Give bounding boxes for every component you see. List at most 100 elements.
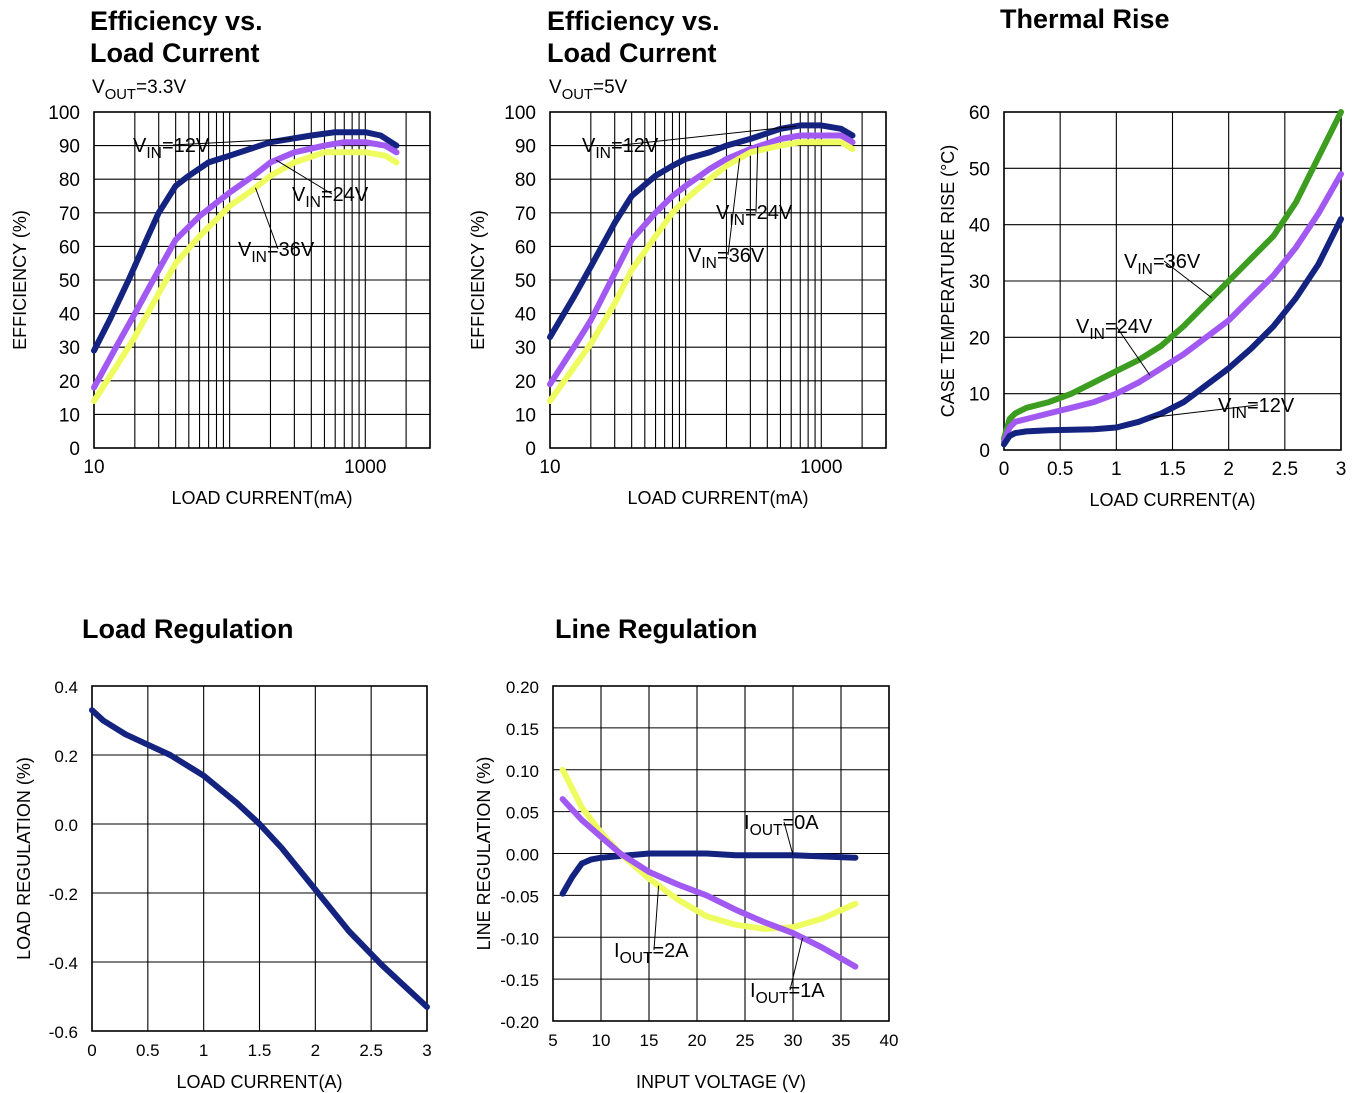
series-annotation: VIN=12V xyxy=(133,135,210,162)
chart-eff5: Efficiency vs.Load CurrentVOUT=5V0102030… xyxy=(468,6,887,508)
condition-label-rest: =3.3V xyxy=(136,77,187,98)
series-annotation: IOUT=0A xyxy=(744,812,819,839)
y-tick-label: 0.0 xyxy=(54,816,78,835)
series-annotation: VIN=36V xyxy=(1124,251,1201,278)
condition-label: VOUT=5V xyxy=(549,77,628,103)
series-line-1 xyxy=(559,766,859,932)
y-tick-label: 40 xyxy=(59,305,80,326)
grid xyxy=(93,111,431,449)
series-annotation-sub: IN xyxy=(146,145,162,162)
plot-frame xyxy=(1003,111,1342,451)
y-tick-label: 70 xyxy=(59,204,80,225)
series-annotation-sub: OUT xyxy=(750,822,783,839)
y-tick-label: 0.2 xyxy=(54,747,78,766)
y-tick-label: 0 xyxy=(979,441,990,462)
y-tick-label: 100 xyxy=(504,103,536,124)
series-line-0 xyxy=(547,122,856,341)
x-tick-label: 1.5 xyxy=(248,1041,272,1060)
x-tick-label: 0.5 xyxy=(1047,459,1073,480)
annotation-leader xyxy=(254,187,279,250)
x-tick-label: 40 xyxy=(880,1031,899,1050)
y-tick-label: 70 xyxy=(515,204,536,225)
series-annotation-main: V xyxy=(133,135,147,157)
x-tick-label: 1000 xyxy=(800,457,842,478)
series-annotation-rest: =36V xyxy=(267,239,315,261)
plot-frame xyxy=(552,685,890,1022)
x-tick-label: 25 xyxy=(736,1031,755,1050)
series-annotation: VIN=24V xyxy=(716,202,793,229)
y-tick-label: 50 xyxy=(969,159,990,180)
y-axis-label: LINE REGULATION (%) xyxy=(474,757,494,951)
y-axis-label: EFFICIENCY (%) xyxy=(468,210,488,350)
series-line-0 xyxy=(559,850,859,897)
y-axis-label: CASE TEMPERATURE RISE (°C) xyxy=(938,145,958,418)
series-annotation: VIN=24V xyxy=(1076,316,1153,343)
chart-title-line: Line Regulation xyxy=(555,614,758,644)
plot-frame xyxy=(549,111,887,449)
plot-frame xyxy=(91,685,428,1032)
y-tick-label: 0 xyxy=(69,439,80,460)
y-tick-label: 20 xyxy=(59,372,80,393)
x-tick-label: 0 xyxy=(87,1041,96,1060)
series-line-2 xyxy=(91,149,400,404)
y-tick-label: 60 xyxy=(969,103,990,124)
series-line-0 xyxy=(89,707,430,1010)
series-line-2 xyxy=(547,139,856,404)
y-tick-label: 0 xyxy=(525,439,536,460)
series-annotation-main: V xyxy=(582,135,596,157)
chart-loadreg: Load Regulation -0.6 -0.4 -0.2 0.0 0.2 0.4 0 0.5… xyxy=(14,614,432,1092)
series-annotation-main: V xyxy=(1076,316,1090,338)
y-axis-label: EFFICIENCY (%) xyxy=(10,210,30,350)
condition-label-sub: OUT xyxy=(562,87,593,103)
chart-title-line: Efficiency vs. xyxy=(90,6,263,36)
x-tick-label: 10 xyxy=(83,457,104,478)
x-tick-label: 15 xyxy=(640,1031,659,1050)
x-tick-label: 0 xyxy=(999,459,1010,480)
plot-frame xyxy=(93,111,431,449)
y-axis-label: LOAD REGULATION (%) xyxy=(14,757,34,960)
series-annotation-main: V xyxy=(238,239,252,261)
x-axis-label: LOAD CURRENT(A) xyxy=(176,1072,342,1092)
series-annotation: IOUT=1A xyxy=(750,980,825,1007)
series-line-0 xyxy=(91,129,400,354)
grid xyxy=(91,685,428,1032)
y-tick-label: 0.05 xyxy=(506,804,539,823)
series-annotation-sub: IN xyxy=(1089,326,1105,343)
y-tick-label: 50 xyxy=(59,271,80,292)
series-annotation-main: V xyxy=(1218,395,1232,417)
series-annotation-rest: =36V xyxy=(1153,251,1201,273)
series-annotation: VIN=24V xyxy=(292,184,369,211)
x-axis-label: LOAD CURRENT(A) xyxy=(1089,490,1255,510)
chart-linereg: Line Regulation -0.20 -0.15 -0.10 -0.05 0.00 0… xyxy=(474,614,898,1092)
y-tick-label: -0.20 xyxy=(500,1013,539,1032)
annotation-leader xyxy=(755,146,759,213)
series-annotation-main: I xyxy=(614,940,620,962)
series-line-1 xyxy=(1001,171,1344,445)
y-tick-label: 90 xyxy=(515,137,536,158)
y-tick-label: 0.15 xyxy=(506,720,539,739)
condition-label-main: V xyxy=(92,77,105,98)
series-annotation-main: I xyxy=(744,812,750,834)
y-tick-label: -0.4 xyxy=(49,954,78,973)
y-tick-label: 0.00 xyxy=(506,846,539,865)
series-annotation: VIN=12V xyxy=(1218,395,1295,422)
y-tick-label: 90 xyxy=(59,137,80,158)
annotation-leader xyxy=(653,885,660,951)
series-annotation-rest: =24V xyxy=(745,202,793,224)
series-line-1 xyxy=(91,139,400,391)
series-annotation-sub: IN xyxy=(1231,405,1247,422)
x-tick-label: 1 xyxy=(199,1041,208,1060)
series-annotation-rest: =24V xyxy=(1105,316,1153,338)
y-tick-label: 0.4 xyxy=(54,678,78,697)
series-annotation-sub: IN xyxy=(729,212,745,229)
series-annotation-rest: =2A xyxy=(652,940,689,962)
series-annotation-sub: OUT xyxy=(620,950,653,967)
series-line-1 xyxy=(547,132,856,388)
y-tick-label: 80 xyxy=(515,170,536,191)
series-annotation-rest: =12V xyxy=(611,135,659,157)
y-tick-label: 20 xyxy=(515,372,536,393)
annotation-leader xyxy=(1163,260,1213,299)
y-tick-label: 30 xyxy=(969,272,990,293)
series-annotation-main: V xyxy=(716,202,730,224)
series-annotation-sub: IN xyxy=(251,249,267,266)
